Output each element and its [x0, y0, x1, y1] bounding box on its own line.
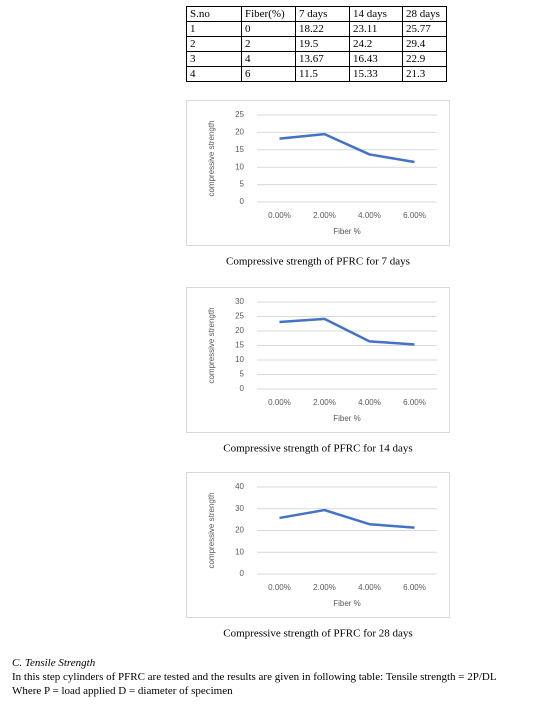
y-axis-title: compressive strength [207, 307, 216, 383]
y-tick-label: 0 [240, 197, 245, 206]
y-axis-title: compressive strength [207, 120, 216, 196]
table-cell: 29.4 [402, 36, 447, 52]
table-cell: 6 [241, 66, 296, 82]
y-tick-label: 0 [240, 569, 245, 578]
y-tick-label: 25 [235, 110, 244, 119]
x-tick-label: 6.00% [403, 211, 426, 220]
y-tick-label: 10 [235, 547, 244, 556]
y-tick-label: 10 [235, 355, 244, 364]
table-row: 1 0 18.22 23.11 25.77 [186, 21, 447, 37]
paragraph-line: In this step cylinders of PFRC are teste… [12, 671, 497, 683]
y-tick-label: 15 [235, 145, 244, 154]
data-table: S.no Fiber(%) 7 days 14 days 28 days 1 0 18.22 2… [186, 6, 447, 82]
x-tick-label: 2.00% [313, 398, 336, 407]
chart-caption: Compressive strength of PFRC for 14 days [223, 443, 412, 455]
table-row: 4 6 11.5 15.33 21.3 [186, 66, 447, 82]
chart-frame [186, 100, 450, 246]
x-axis-title: Fiber % [333, 599, 361, 608]
y-tick-label: 30 [235, 504, 244, 513]
x-tick-label: 2.00% [313, 211, 336, 220]
x-tick-label: 4.00% [358, 211, 381, 220]
table-cell: 23.11 [349, 21, 403, 37]
y-tick-label: 40 [235, 482, 244, 491]
table-row: S.no Fiber(%) 7 days 14 days 28 days [186, 6, 447, 22]
x-axis-title: Fiber % [333, 227, 361, 236]
table-cell: 15.33 [349, 66, 403, 82]
x-axis-title: Fiber % [333, 414, 361, 423]
table-cell: 21.3 [402, 66, 447, 82]
charts: 0 5 10 15 20 25 0.00% 2.00% 4.00% 6.00% Fiber % com… [186, 100, 450, 640]
chart-caption: Compressive strength of PFRC for 7 days [226, 256, 410, 268]
y-tick-label: 20 [235, 526, 244, 535]
y-tick-label: 0 [240, 384, 245, 393]
chart-caption: Compressive strength of PFRC for 28 days [223, 628, 412, 640]
data-line [279, 508, 415, 529]
paragraph-line: Where P = load applied D = diameter of s… [12, 685, 233, 697]
y-axis-title: compressive strength [207, 492, 216, 568]
table-cell: 28 days [402, 6, 447, 22]
x-tick-label: 4.00% [358, 398, 381, 407]
chart-frame [186, 472, 450, 618]
y-tick-label: 10 [235, 162, 244, 171]
y-tick-label: 30 [235, 297, 244, 306]
y-tick-label: 20 [235, 128, 244, 137]
x-tick-label: 0.00% [268, 211, 291, 220]
y-tick-label: 5 [240, 180, 245, 189]
chart-frame [186, 287, 450, 433]
x-tick-label: 6.00% [403, 583, 426, 592]
x-tick-label: 0.00% [268, 583, 291, 592]
x-tick-label: 6.00% [403, 398, 426, 407]
table-cell: 4 [186, 66, 242, 82]
section-heading: C. Tensile Strength [12, 657, 96, 669]
x-tick-label: 2.00% [313, 583, 336, 592]
x-tick-label: 4.00% [358, 583, 381, 592]
table-cell: 22.9 [402, 51, 447, 67]
y-tick-label: 25 [235, 312, 244, 321]
table-cell: 11.5 [295, 66, 350, 82]
table-cell: 19.5 [295, 36, 350, 52]
data-line [279, 317, 415, 346]
data-line [279, 132, 415, 164]
y-tick-label: 20 [235, 326, 244, 335]
x-tick-label: 0.00% [268, 398, 291, 407]
y-tick-label: 15 [235, 341, 244, 350]
y-tick-label: 5 [240, 370, 245, 379]
